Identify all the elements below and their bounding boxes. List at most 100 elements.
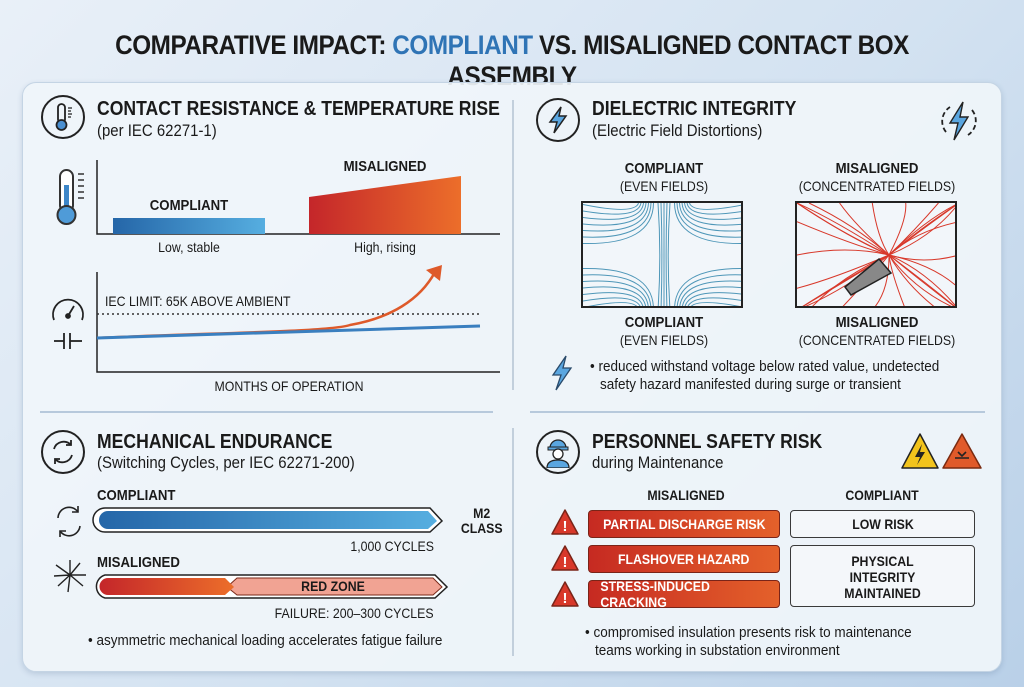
crack-burst-icon <box>53 560 86 593</box>
red-zone-label: RED ZONE <box>301 578 365 594</box>
field-line <box>660 203 663 306</box>
risk-partial-discharge: PARTIAL DISCHARGE RISK <box>588 510 780 538</box>
capacitor-icon <box>54 333 82 349</box>
field-line <box>839 203 890 256</box>
field-line <box>888 203 939 256</box>
misaligned-bar <box>309 176 461 234</box>
gauge-icon <box>52 298 84 321</box>
field-line <box>874 254 890 306</box>
field-line <box>689 203 741 210</box>
field-line <box>583 203 642 215</box>
compliant-caption: Low, stable <box>158 239 220 255</box>
field-line <box>583 292 644 306</box>
field-line <box>679 203 741 232</box>
field-line <box>888 254 905 306</box>
m2-label: M2 <box>473 505 491 521</box>
electrical-hazard-icon <box>901 433 939 469</box>
field-line <box>679 280 741 306</box>
lightning-cycle-icon <box>941 101 977 141</box>
field-line <box>674 203 741 244</box>
endurance-bars <box>53 506 449 599</box>
title-accent: COMPLIANT <box>392 30 533 60</box>
field-misaligned-label-bottom: MISALIGNED <box>835 314 919 331</box>
field-line <box>674 268 741 306</box>
field-line <box>888 254 955 286</box>
compliant-bar-label: COMPLIANT <box>149 197 229 214</box>
lightning-bolt-icon <box>536 98 580 142</box>
compliant-bar <box>113 218 265 234</box>
field-line <box>690 302 740 306</box>
compliant-endurance-bar <box>99 511 437 529</box>
svg-text:!: ! <box>563 590 568 607</box>
thermometer-icon <box>41 95 85 139</box>
field-line <box>888 254 952 306</box>
divider-vertical-top <box>512 100 514 390</box>
lightning-bolt-small-icon <box>551 355 573 391</box>
risk-flashover: FLASHOVER HAZARD <box>588 545 780 573</box>
thermal-title: CONTACT RESISTANCE & TEMPERATURE RISE <box>97 98 500 120</box>
mechanical-title: MECHANICAL ENDURANCE <box>97 431 333 453</box>
field-line <box>682 286 741 306</box>
field-line <box>797 203 890 256</box>
field-line <box>797 203 890 256</box>
field-line <box>888 254 955 306</box>
warning-icons: ! ! ! <box>551 509 579 607</box>
svg-text:!: ! <box>563 518 568 535</box>
risk-stress-cracking: STRESS-INDUCED CRACKING <box>588 578 780 610</box>
field-line <box>583 274 652 306</box>
title-prefix: COMPARATIVE IMPACT: <box>115 30 393 60</box>
field-line <box>583 203 654 245</box>
divider-horizontal-right <box>530 411 985 413</box>
divider-horizontal-left <box>40 411 493 413</box>
x-axis-label: MONTHS OF OPERATION <box>214 378 364 394</box>
field-misaligned-sub: (CONCENTRATED FIELDS) <box>798 178 956 194</box>
trend-arrowhead <box>426 265 442 281</box>
field-compliant-sub: (EVEN FIELDS) <box>619 178 709 194</box>
endurance-compliant-label: COMPLIANT <box>97 487 176 504</box>
field-line <box>687 297 741 306</box>
dielectric-bullet-line1: • reduced withstand voltage below rated … <box>590 358 940 375</box>
divider-vertical-bottom <box>512 428 514 656</box>
field-line <box>871 203 890 256</box>
safety-title: PERSONNEL SAFETY RISK <box>592 431 823 453</box>
field-compliant-label: COMPLIANT <box>624 160 704 177</box>
field-line <box>888 207 955 256</box>
field-line <box>665 203 668 306</box>
dielectric-bullet-line2: safety hazard manifested during surge or… <box>600 376 901 393</box>
risk-label: PARTIAL DISCHARGE RISK <box>602 516 766 532</box>
field-line <box>797 249 890 256</box>
field-line <box>583 203 647 226</box>
field-line <box>681 203 741 226</box>
line-chart-axes <box>96 272 500 373</box>
field-line <box>676 203 741 238</box>
dielectric-subtitle: (Electric Field Distortions) <box>592 121 763 140</box>
thermal-charts <box>52 160 500 373</box>
safety-bullet-line2: teams working in substation environment <box>595 642 840 659</box>
compliant-physical-integrity: PHYSICAL INTEGRITY MAINTAINED <box>790 545 975 607</box>
field-line <box>667 203 671 306</box>
warning-icon: ! <box>551 545 579 571</box>
field-line <box>588 302 638 306</box>
field-line <box>797 221 890 256</box>
compliant-item-label: PHYSICAL INTEGRITY MAINTAINED <box>844 553 921 601</box>
field-line <box>583 267 654 306</box>
field-line <box>583 203 639 210</box>
field-line <box>583 297 641 306</box>
compliant-cycles: 1,000 CYCLES <box>350 538 434 554</box>
cycle-arrows-icon <box>41 430 85 474</box>
field-line <box>684 203 741 220</box>
misaligned-caption: High, rising <box>354 239 416 255</box>
field-compliant-label-bottom: COMPLIANT <box>624 314 704 331</box>
even-field-diagram <box>581 201 743 308</box>
field-line <box>676 274 741 306</box>
mechanical-subtitle: (Switching Cycles, per IEC 62271-200) <box>97 453 355 472</box>
m2-class-label: M2 CLASS <box>461 506 503 536</box>
field-misaligned-sub-bottom: (CONCENTRATED FIELDS) <box>798 332 956 348</box>
field-line <box>888 204 955 256</box>
thermal-subtitle: (per IEC 62271-1) <box>97 121 217 140</box>
col-header-compliant: COMPLIANT <box>845 487 919 503</box>
compliant-item-label: LOW RISK <box>851 516 914 532</box>
iec-limit-label: IEC LIMIT: 65K ABOVE AMBIENT <box>105 293 291 309</box>
field-line <box>583 286 646 306</box>
cycle-arrows-small-icon <box>57 506 81 537</box>
